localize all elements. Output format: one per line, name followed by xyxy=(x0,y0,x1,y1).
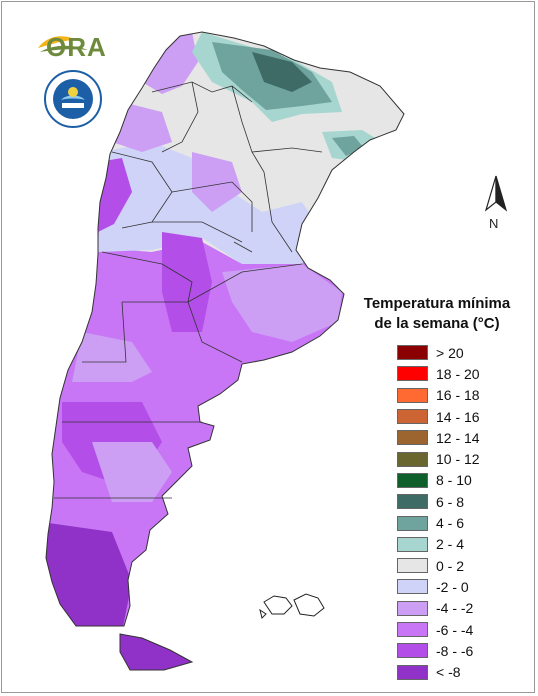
north-label: N xyxy=(489,216,499,231)
legend-item: 4 - 6 xyxy=(397,512,532,533)
legend-item: 0 - 2 xyxy=(397,555,532,576)
legend-item: > 20 xyxy=(397,342,532,363)
legend-item: 8 - 10 xyxy=(397,470,532,491)
legend-label: 12 - 14 xyxy=(436,429,480,446)
ora-logo-text: ORA xyxy=(46,32,107,62)
legend-swatch xyxy=(397,600,428,616)
legend-swatch xyxy=(397,579,428,595)
legend-swatch xyxy=(397,664,428,680)
legend-label: 0 - 2 xyxy=(436,557,465,574)
legend-item: -4 - -2 xyxy=(397,598,532,619)
legend-swatch xyxy=(397,515,428,531)
legend-item: 18 - 20 xyxy=(397,363,532,384)
legend-item: -2 - 0 xyxy=(397,576,532,597)
legend-label: < -8 xyxy=(436,664,461,681)
legend-label: -2 - 0 xyxy=(436,578,469,595)
legend: Temperatura mínima de la semana (°C) > 2… xyxy=(342,294,532,683)
legend-item: 14 - 16 xyxy=(397,406,532,427)
north-arrow-icon xyxy=(484,175,508,212)
leaf-icon xyxy=(38,36,88,52)
legend-label: 14 - 16 xyxy=(436,408,480,425)
legend-label: > 20 xyxy=(436,344,464,361)
legend-title: Temperatura mínima de la semana (°C) xyxy=(342,294,532,334)
legend-swatch xyxy=(397,387,428,403)
legend-label: -4 - -2 xyxy=(436,600,474,617)
legend-list: > 20 18 - 20 16 - 18 14 - 16 12 - 14 10 - 12 8… xyxy=(397,342,532,683)
legend-title-line1: Temperatura mínima xyxy=(363,295,511,312)
legend-swatch xyxy=(397,345,428,361)
legend-swatch xyxy=(397,472,428,488)
province-boundaries xyxy=(54,81,323,499)
legend-swatch xyxy=(397,622,428,637)
legend-label: 10 - 12 xyxy=(436,451,480,468)
legend-swatch xyxy=(397,430,428,446)
legend-item: < -8 xyxy=(397,661,532,682)
legend-label: 8 - 10 xyxy=(436,472,472,489)
legend-item: 6 - 8 xyxy=(397,491,532,512)
smn-seal-logo xyxy=(44,70,102,133)
legend-label: 18 - 20 xyxy=(436,365,480,382)
legend-item: 2 - 4 xyxy=(397,534,532,555)
north-arrow: N xyxy=(482,174,510,231)
legend-label: 6 - 8 xyxy=(436,493,465,510)
legend-item: 16 - 18 xyxy=(397,385,532,406)
legend-item: -8 - -6 xyxy=(397,640,532,661)
legend-swatch xyxy=(397,366,428,382)
legend-label: 2 - 4 xyxy=(436,536,465,553)
legend-item: -6 - -4 xyxy=(397,619,532,640)
legend-label: -6 - -4 xyxy=(436,621,474,638)
legend-label: -8 - -6 xyxy=(436,642,474,659)
seal-icon xyxy=(44,70,102,128)
legend-label: 4 - 6 xyxy=(436,515,465,532)
legend-swatch xyxy=(397,558,428,574)
legend-swatch xyxy=(397,643,428,659)
legend-item: 10 - 12 xyxy=(397,448,532,469)
legend-swatch xyxy=(397,409,428,425)
malvinas-islands xyxy=(259,593,325,619)
legend-swatch xyxy=(397,536,428,552)
legend-label: 16 - 18 xyxy=(436,387,480,404)
legend-swatch xyxy=(397,451,428,467)
legend-item: 12 - 14 xyxy=(397,427,532,448)
legend-title-line2: de la semana (°C) xyxy=(374,315,500,332)
legend-swatch xyxy=(397,494,428,510)
ora-logo: ORA xyxy=(36,30,106,65)
